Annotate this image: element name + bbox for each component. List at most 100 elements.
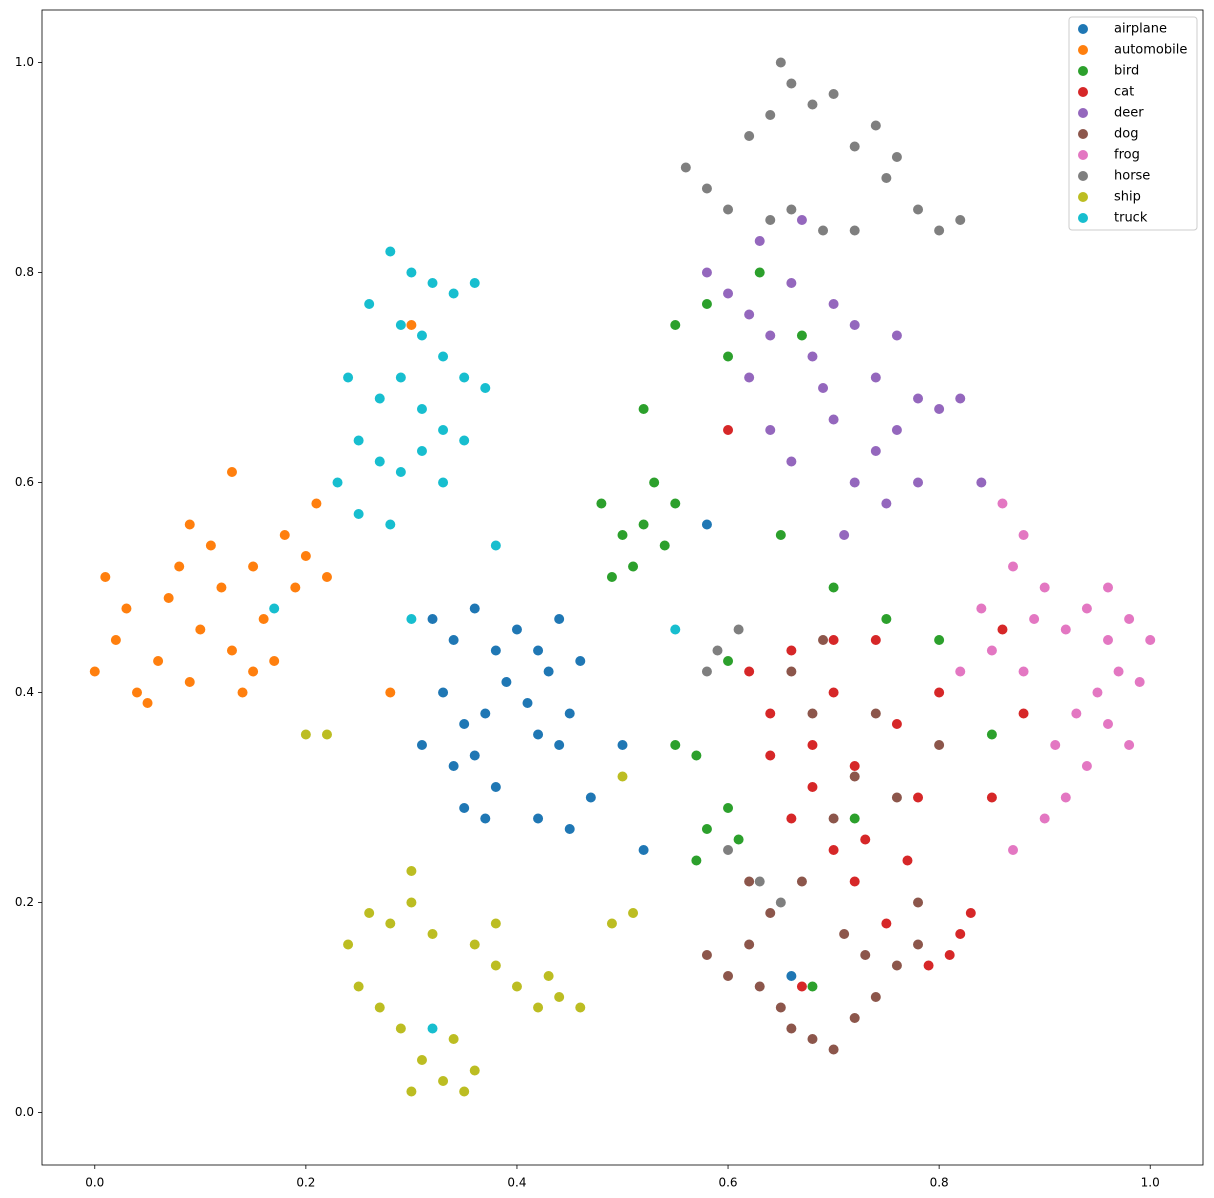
point <box>775 57 786 68</box>
point <box>828 845 839 855</box>
point <box>828 582 839 593</box>
point <box>617 530 628 540</box>
y-tick-label: 0.6 <box>15 475 34 489</box>
point <box>1039 813 1050 824</box>
point <box>765 908 776 918</box>
point <box>986 645 997 656</box>
point <box>891 330 902 341</box>
point <box>934 225 945 236</box>
point <box>891 792 902 803</box>
point <box>100 572 111 582</box>
point <box>1060 624 1071 635</box>
point <box>1018 666 1029 677</box>
series-points <box>701 635 945 1055</box>
point <box>1113 666 1124 677</box>
point <box>89 666 100 677</box>
point <box>459 1086 470 1097</box>
point <box>701 267 712 278</box>
point <box>786 204 797 215</box>
x-tick-label: 0.0 <box>85 1176 104 1190</box>
y-tick-label: 1.0 <box>15 55 34 69</box>
point <box>1018 708 1029 719</box>
point <box>913 792 924 803</box>
point <box>1124 740 1135 750</box>
legend-label: deer <box>1114 106 1144 121</box>
point <box>934 740 945 750</box>
point <box>353 981 364 992</box>
legend-marker <box>1078 150 1088 160</box>
x-tick-label: 0.4 <box>507 1176 526 1190</box>
point <box>628 908 639 918</box>
point <box>1039 582 1050 593</box>
point <box>913 939 924 950</box>
y-tick-label: 0.8 <box>15 265 34 279</box>
point <box>744 372 755 383</box>
point <box>828 89 839 99</box>
point <box>448 761 459 771</box>
point <box>153 656 164 666</box>
point <box>438 351 449 362</box>
point <box>775 897 786 908</box>
point <box>891 152 902 162</box>
point <box>701 299 712 309</box>
series-points <box>416 519 797 981</box>
point <box>269 656 280 666</box>
point <box>406 614 417 624</box>
point <box>818 635 829 645</box>
point <box>649 477 660 488</box>
point <box>480 708 491 719</box>
point <box>786 278 797 288</box>
point <box>416 446 427 456</box>
point <box>870 992 881 1002</box>
point <box>775 1002 786 1013</box>
point <box>754 981 765 992</box>
point <box>670 498 681 509</box>
legend-marker <box>1078 213 1088 223</box>
point <box>364 299 375 309</box>
point <box>870 635 881 645</box>
point <box>469 278 480 288</box>
point <box>723 204 734 215</box>
series-points <box>723 425 1029 992</box>
legend-label: truck <box>1114 211 1148 226</box>
point <box>1092 687 1103 698</box>
point <box>385 519 396 530</box>
point <box>754 876 765 887</box>
point <box>849 813 860 824</box>
point <box>248 561 259 572</box>
point <box>416 330 427 341</box>
point <box>955 393 966 404</box>
point <box>406 897 417 908</box>
point <box>944 950 955 960</box>
point <box>955 215 966 225</box>
point <box>965 908 976 918</box>
point <box>300 551 311 561</box>
y-tick-label: 0.0 <box>15 1105 34 1119</box>
point <box>448 635 459 645</box>
point <box>828 414 839 425</box>
point <box>585 792 596 803</box>
point <box>501 677 512 687</box>
point <box>628 561 639 572</box>
point <box>913 204 924 215</box>
point <box>406 320 417 330</box>
point <box>195 624 206 635</box>
series-points <box>596 267 997 992</box>
point <box>364 908 375 918</box>
point <box>796 981 807 992</box>
point <box>849 771 860 782</box>
series-points <box>269 246 681 1034</box>
point <box>416 404 427 414</box>
point <box>469 750 480 761</box>
point <box>121 603 132 614</box>
point <box>416 1055 427 1065</box>
point <box>828 635 839 645</box>
point <box>680 162 691 173</box>
point <box>976 477 987 488</box>
point <box>469 603 480 614</box>
point <box>374 393 385 404</box>
point <box>849 761 860 771</box>
point <box>913 393 924 404</box>
